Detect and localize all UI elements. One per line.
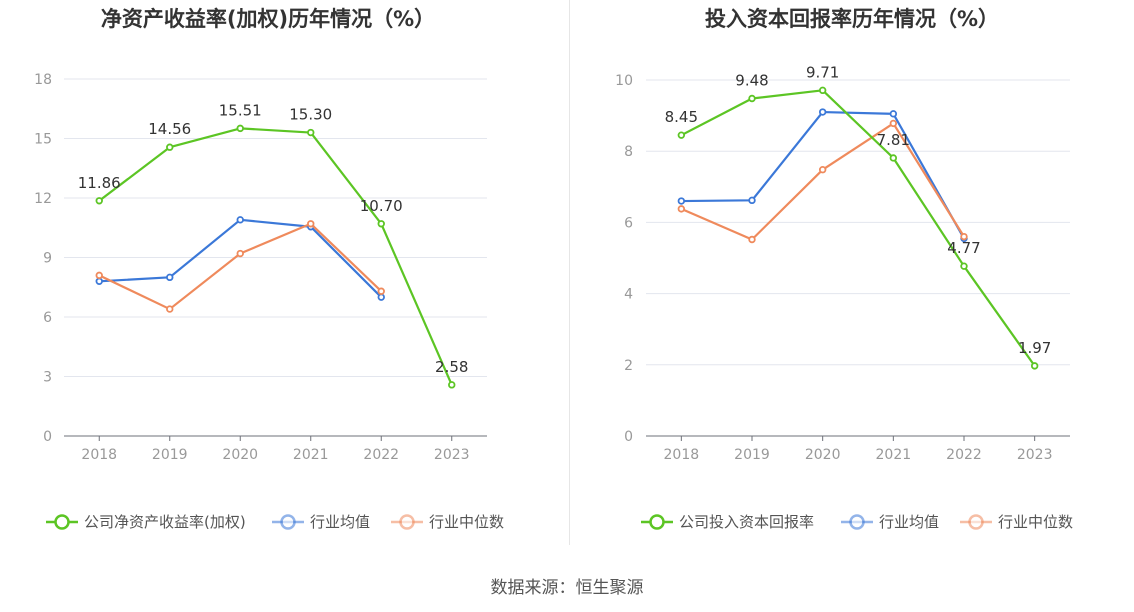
data-label: 8.45 (665, 108, 698, 126)
x-tick-label: 2023 (1017, 447, 1053, 463)
data-point (818, 108, 827, 116)
data-point (95, 197, 103, 205)
legend-marker (280, 514, 296, 530)
data-point (960, 232, 968, 241)
data-point (377, 293, 385, 301)
data-point (166, 143, 174, 151)
data-point (236, 216, 244, 224)
data-point (1030, 362, 1039, 370)
series-line (99, 218, 383, 298)
data-label: 7.81 (877, 131, 910, 149)
legend-label: 行业中位数 (429, 513, 504, 531)
data-point (307, 128, 315, 137)
data-point (748, 94, 756, 103)
y-tick-label: 2 (624, 358, 633, 374)
y-tick-label: 8 (624, 144, 633, 160)
data-label: 14.56 (148, 120, 191, 138)
data-point (818, 86, 827, 95)
data-point (95, 277, 103, 285)
data-point (889, 110, 898, 118)
legend-marker (849, 514, 865, 530)
x-tick-label: 2023 (434, 447, 470, 463)
data-point (677, 205, 686, 213)
data-point (377, 220, 385, 228)
series-line (680, 89, 1036, 367)
legend-label: 行业中位数 (998, 513, 1073, 531)
series-line (98, 127, 453, 386)
series-line (98, 222, 383, 311)
y-tick-label: 0 (624, 429, 633, 445)
data-label: 9.48 (735, 72, 768, 90)
x-tick-label: 2019 (152, 447, 188, 463)
data-label: 15.30 (289, 106, 332, 124)
y-tick-label: 0 (43, 429, 52, 445)
x-tick-label: 2020 (222, 447, 258, 463)
data-label: 10.70 (360, 197, 403, 215)
data-point (236, 249, 244, 258)
data-label: 2.58 (435, 358, 468, 376)
chart-title: 净资产收益率(加权)历年情况（%） (101, 7, 435, 31)
data-label: 4.77 (947, 239, 980, 257)
legend-marker (968, 514, 984, 530)
legend-label: 行业均值 (310, 513, 370, 531)
data-point (448, 381, 456, 389)
x-tick-label: 2021 (876, 447, 912, 463)
data-label: 9.71 (806, 63, 839, 81)
data-point (889, 119, 898, 128)
data-point (889, 154, 898, 162)
chart-title: 投入资本回报率历年情况（%） (705, 7, 999, 31)
data-point (960, 262, 968, 270)
data-source-label: 数据来源： (490, 578, 576, 598)
roe-chart: 净资产收益率(加权)历年情况（%） 0 3 6 9 12 15 18 2018 2019 2020 2… (34, 7, 504, 531)
legend-marker (54, 514, 70, 530)
legend-marker (399, 514, 415, 530)
y-tick-label: 15 (34, 132, 52, 148)
y-tick-label: 6 (43, 310, 52, 326)
legend-label: 公司净资产收益率(加权) (84, 513, 246, 531)
chart-divider (569, 0, 570, 545)
series-line (681, 110, 965, 239)
data-label: 11.86 (78, 174, 121, 192)
data-point (95, 271, 103, 280)
data-point (677, 197, 686, 205)
legend-marker (649, 514, 665, 530)
data-point (377, 287, 385, 295)
data-point (236, 124, 244, 133)
data-point (748, 235, 756, 244)
y-tick-label: 12 (34, 191, 52, 207)
data-label: 1.97 (1018, 339, 1051, 357)
data-source-note: 数据来源：恒生聚源 (0, 573, 1134, 598)
data-source-name: 恒生聚源 (575, 578, 644, 598)
x-tick-label: 2018 (664, 447, 700, 463)
y-tick-label: 9 (43, 251, 52, 267)
x-tick-label: 2022 (363, 447, 399, 463)
data-point (748, 196, 756, 205)
y-tick-label: 18 (34, 72, 52, 88)
y-tick-label: 10 (615, 73, 633, 89)
data-label: 15.51 (219, 101, 262, 119)
data-point (307, 220, 315, 228)
x-tick-label: 2021 (293, 447, 329, 463)
data-point (677, 131, 686, 139)
y-tick-label: 3 (43, 370, 52, 386)
x-tick-label: 2019 (734, 447, 770, 463)
x-tick-label: 2022 (946, 447, 982, 463)
data-point (818, 166, 827, 174)
roic-chart: 投入资本回报率历年情况（%） 0 2 4 6 8 10 2018 2019 2020 2021 202… (615, 7, 1073, 531)
y-tick-label: 6 (624, 215, 633, 231)
legend-label: 公司投入资本回报率 (679, 513, 814, 531)
legend-label: 行业均值 (879, 513, 939, 531)
x-tick-label: 2020 (805, 447, 841, 463)
data-point (166, 305, 174, 313)
y-tick-label: 4 (624, 287, 633, 303)
x-tick-label: 2018 (81, 447, 117, 463)
data-point (166, 273, 174, 282)
